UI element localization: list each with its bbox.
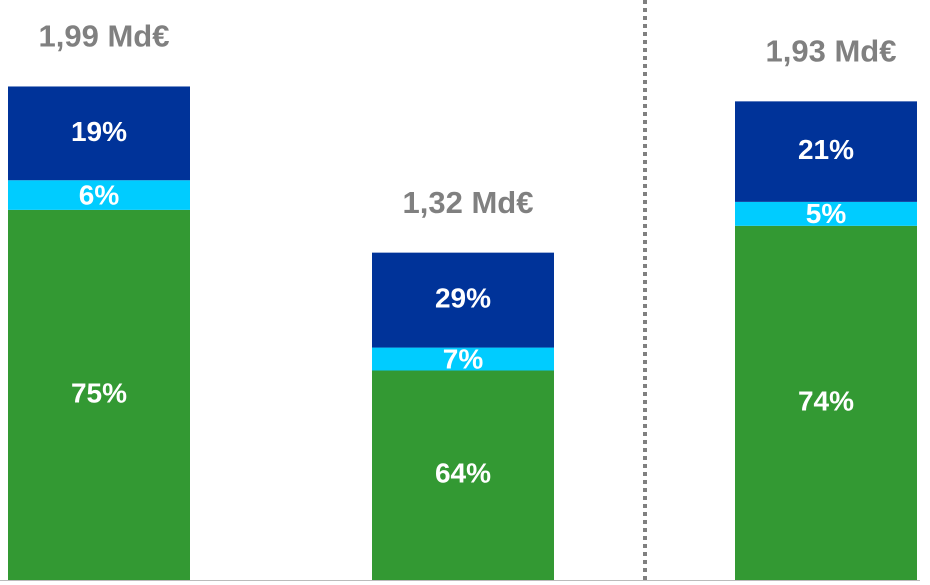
bar-segment [372,370,554,580]
bar-segment [372,252,554,348]
segment-label: 6% [79,179,120,210]
segment-label: 29% [435,282,491,313]
total-label: 1,32 Md€ [403,185,534,220]
bar-segment [8,180,190,210]
segment-label: 75% [71,377,127,408]
total-label: 1,93 Md€ [766,34,897,69]
bar-segment [735,225,917,580]
segment-label: 5% [806,198,847,229]
bar-segment [735,201,917,226]
bar-segment [8,86,190,181]
bar-segment [735,101,917,202]
segment-label: 21% [798,134,854,165]
total-label: 1,99 Md€ [39,19,170,54]
segment-label: 7% [443,343,484,374]
bar-segment [372,347,554,371]
segment-label: 19% [71,116,127,147]
segment-label: 64% [435,458,491,489]
bar-segment [8,209,190,581]
segment-label: 74% [798,385,854,416]
